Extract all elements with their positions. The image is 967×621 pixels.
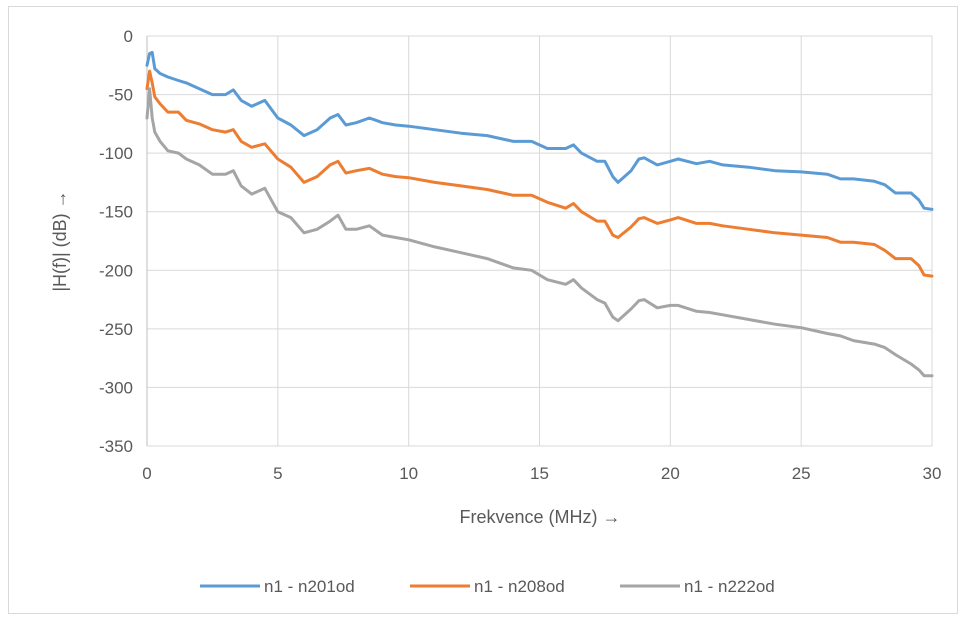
y-axis-title: |H(f)| (dB) → [50, 190, 70, 291]
x-tick-label-5: 25 [792, 464, 811, 483]
x-axis-ticks: 0 5 10 15 20 25 30 [142, 464, 941, 483]
x-tick-label-3: 15 [530, 464, 549, 483]
y-tick-label-7: -350 [99, 437, 133, 456]
y-tick-label-1: -50 [108, 86, 133, 105]
y-tick-label-0: 0 [124, 27, 133, 46]
y-tick-label-6: -300 [99, 378, 133, 397]
x-tick-label-6: 30 [923, 464, 942, 483]
y-tick-label-4: -200 [99, 261, 133, 280]
legend-label-2: n1 - n222od [684, 577, 775, 596]
x-tick-label-1: 5 [273, 464, 282, 483]
y-tick-label-5: -250 [99, 320, 133, 339]
x-tick-label-0: 0 [142, 464, 151, 483]
y-tick-label-3: -150 [99, 203, 133, 222]
gridlines [147, 36, 932, 446]
legend: n1 - n201od n1 - n208od n1 - n222od [200, 577, 775, 596]
x-tick-label-4: 20 [661, 464, 680, 483]
y-tick-label-2: -100 [99, 144, 133, 163]
legend-label-0: n1 - n201od [264, 577, 355, 596]
x-tick-label-2: 10 [399, 464, 418, 483]
x-axis-title: Frekvence (MHz) → [459, 507, 620, 527]
y-axis-ticks: 0 -50 -100 -150 -200 -250 -300 -350 [99, 27, 133, 456]
legend-label-1: n1 - n208od [474, 577, 565, 596]
